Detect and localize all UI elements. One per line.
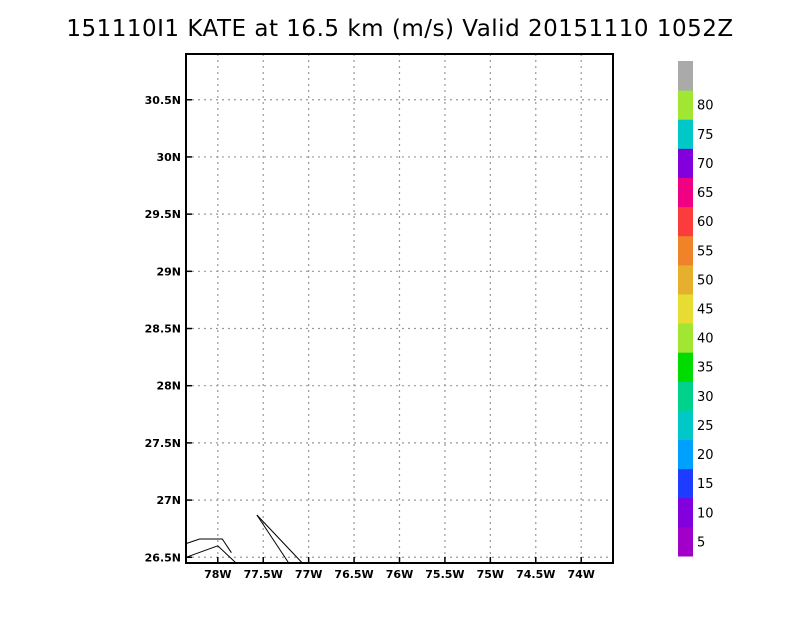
colorbar-label: 25 — [697, 419, 714, 434]
lat-tick-label: 26.5N — [145, 551, 181, 564]
colorbar-swatch — [678, 526, 693, 557]
lat-tick-label: 28.5N — [145, 323, 181, 336]
colorbar-swatch — [678, 90, 693, 120]
lon-tick-label: 76W — [386, 568, 413, 581]
lon-tick-label: 75W — [477, 568, 504, 581]
lat-tick-label: 30.5N — [145, 94, 181, 107]
coastline — [185, 545, 237, 564]
lat-tick-label: 28N — [156, 380, 181, 393]
lon-tick-label: 75.5W — [425, 568, 464, 581]
lat-tick-label: 30N — [156, 151, 181, 164]
coastline — [256, 514, 290, 564]
colorbar-label: 15 — [697, 477, 714, 492]
grid-lines — [186, 54, 613, 563]
coastline — [256, 514, 303, 564]
colorbar: 5 10 15 20 25 30 35 40 45 50 55 60 65 70 75 80 — [678, 61, 714, 557]
coastline-layer — [185, 514, 303, 564]
lat-tick-label: 27.5N — [145, 437, 181, 450]
colorbar-label: 65 — [697, 186, 714, 201]
colorbar-label: 80 — [697, 99, 714, 114]
colorbar-swatch — [678, 468, 693, 499]
lon-tick-label: 74W — [567, 568, 594, 581]
colorbar-label: 5 — [697, 535, 705, 550]
colorbar-swatch — [678, 352, 693, 382]
lon-tick-label: 77W — [295, 568, 322, 581]
colorbar-label: 35 — [697, 361, 714, 376]
lon-tick-label: 76.5W — [334, 568, 373, 581]
lon-tick-label: 74.5W — [516, 568, 555, 581]
colorbar-swatch — [678, 439, 693, 470]
colorbar-swatch — [678, 206, 693, 237]
coastline — [185, 538, 232, 553]
colorbar-swatch — [678, 381, 693, 411]
colorbar-label: 30 — [697, 390, 714, 405]
lat-tick-label: 27N — [156, 494, 181, 507]
colorbar-label: 45 — [697, 303, 714, 318]
lon-tick-label: 77.5W — [244, 568, 283, 581]
map-title: 151110I1 KATE at 16.5 km (m/s) Valid 201… — [66, 16, 734, 42]
colorbar-swatch — [678, 235, 693, 266]
colorbar-swatch — [678, 264, 693, 295]
colorbar-swatch — [678, 148, 693, 178]
colorbar-label: 20 — [697, 448, 714, 463]
lat-tick-label: 29.5N — [145, 208, 181, 221]
colorbar-swatch — [678, 323, 693, 353]
colorbar-label: 70 — [697, 157, 714, 172]
colorbar-swatch — [678, 497, 693, 528]
colorbar-label: 55 — [697, 244, 714, 259]
colorbar-swatch — [678, 410, 693, 441]
colorbar-swatch — [678, 119, 693, 149]
lon-tick-label: 78W — [204, 568, 231, 581]
colorbar-swatch — [678, 61, 693, 91]
latitude-axis: 26.5N 27N 27.5N 28N 28.5N 29N 29.5N 30N 30.5N — [145, 94, 192, 564]
lat-tick-label: 29N — [156, 265, 181, 278]
colorbar-label: 60 — [697, 215, 714, 230]
colorbar-label: 75 — [697, 128, 714, 143]
colorbar-label: 40 — [697, 332, 714, 347]
longitude-axis: 78W 77.5W 77W 76.5W 76W 75.5W 75W 74.5W 74W — [204, 557, 595, 581]
colorbar-swatch — [678, 293, 693, 324]
colorbar-swatch — [678, 177, 693, 208]
colorbar-label: 50 — [697, 273, 714, 288]
colorbar-label: 10 — [697, 506, 714, 521]
